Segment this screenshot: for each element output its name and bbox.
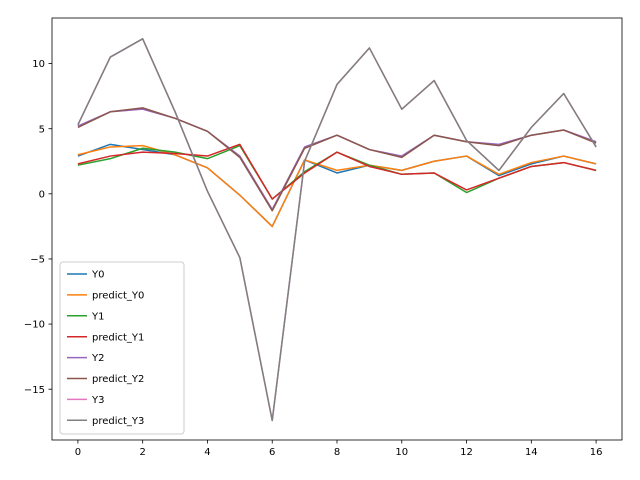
- series-line-predict-y2: [77, 107, 597, 212]
- y-tick-label: 10: [32, 59, 45, 70]
- y-tick-label: −5: [30, 255, 45, 266]
- legend-label: predict_Y3: [92, 416, 144, 427]
- legend-label: Y1: [91, 311, 104, 322]
- legend-label: predict_Y1: [92, 332, 144, 343]
- x-axis: 0 2 4 6 8 10 12 14 16: [75, 440, 603, 458]
- y-tick-label: 5: [39, 124, 45, 135]
- x-tick-label: 10: [395, 447, 408, 458]
- x-tick-label: 2: [139, 447, 145, 458]
- x-tick-label: 8: [334, 447, 340, 458]
- x-tick-label: 12: [460, 447, 473, 458]
- legend-label: Y2: [91, 353, 104, 364]
- series-layer: [77, 38, 597, 422]
- x-tick-label: 14: [525, 447, 538, 458]
- x-tick-label: 0: [75, 447, 81, 458]
- series-line-predict-y1: [77, 143, 597, 200]
- x-tick-label: 16: [590, 447, 603, 458]
- y-tick-label: −15: [24, 385, 45, 396]
- legend-box: [59, 261, 185, 435]
- y-tick-label: 0: [39, 189, 45, 200]
- y-axis: 10 5 0 −5 −10 −15: [24, 59, 52, 396]
- x-tick-label: 6: [269, 447, 275, 458]
- x-tick-label: 4: [204, 447, 210, 458]
- legend-label: predict_Y2: [92, 374, 144, 385]
- series-line-predict-y3: [77, 38, 597, 422]
- y-tick-label: −10: [24, 320, 45, 331]
- legend-label: Y0: [91, 270, 104, 281]
- legend-label: Y3: [91, 395, 104, 406]
- legend: Y0 predict_Y0 Y1 predict_Y1 Y2 predict_Y2 Y3 pr…: [59, 261, 185, 435]
- legend-label: predict_Y0: [92, 291, 144, 302]
- series-line-predict-y0: [77, 144, 597, 228]
